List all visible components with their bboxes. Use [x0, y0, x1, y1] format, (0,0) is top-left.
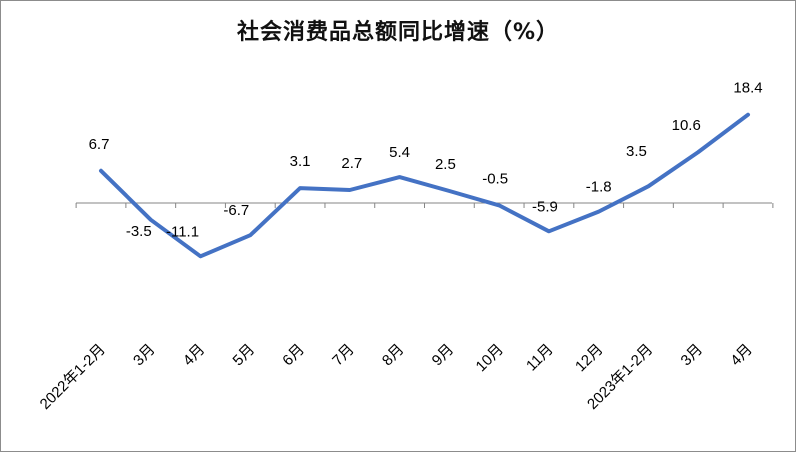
data-label: 3.5 [626, 143, 647, 160]
data-label: 5.4 [389, 144, 410, 161]
x-tick-label: 9月 [429, 341, 458, 370]
data-label: 6.7 [89, 136, 110, 153]
x-tick-label: 12月 [572, 341, 606, 375]
data-label: 2.7 [341, 155, 362, 172]
series-line [99, 112, 750, 259]
x-tick-label: 4月 [727, 341, 756, 370]
x-tick-label: 6月 [279, 341, 308, 370]
x-tick-label: 11月 [523, 341, 557, 375]
x-tick-label: 3月 [130, 341, 159, 370]
x-tick-label: 8月 [379, 341, 408, 370]
data-label: -0.5 [482, 170, 508, 187]
x-tick-label: 3月 [678, 341, 707, 370]
data-label: 3.1 [290, 153, 311, 170]
data-label: 18.4 [733, 80, 762, 97]
x-tick-label: 7月 [329, 341, 358, 370]
data-label: -6.7 [223, 202, 249, 219]
x-tick-label: 10月 [473, 341, 507, 375]
data-label: -5.9 [532, 198, 558, 215]
data-label: -3.5 [126, 223, 152, 240]
data-label: -1.8 [586, 179, 612, 196]
x-tick-label: 4月 [180, 341, 209, 370]
chart-title: 社会消费品总额同比增速（%） [236, 20, 560, 45]
data-label: -11.1 [166, 223, 199, 240]
x-tick-label: 5月 [230, 341, 259, 370]
data-label: 10.6 [672, 117, 701, 134]
x-tick-label: 2022年1-2月 [37, 341, 109, 413]
data-label: 2.5 [435, 156, 456, 173]
